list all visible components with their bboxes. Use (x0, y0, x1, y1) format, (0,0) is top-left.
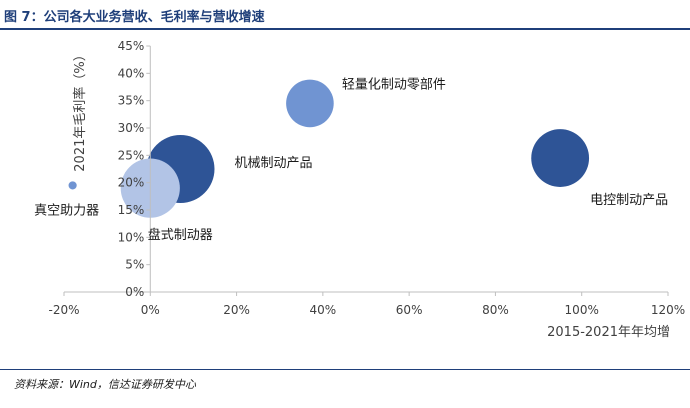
axes-layer (64, 46, 668, 293)
bubble-point (68, 181, 77, 190)
bubble-label: 电控制动产品 (590, 193, 668, 208)
x-tick-label: 60% (396, 303, 423, 317)
bubble-label: 轻量化制动零部件 (342, 77, 446, 92)
x-tick-label: 120% (651, 303, 685, 317)
y-tick-label: 10% (118, 230, 145, 244)
bubble-point (286, 79, 334, 128)
x-axis-title: 2015-2021年年均增 (547, 325, 670, 340)
y-tick-label: 5% (125, 258, 144, 272)
y-tick-label: 20% (118, 176, 145, 190)
ticks-layer: -20% 0% 20% 40% 60% 80% 100% 120% 0% 5% 10% 15% 20% 2… (48, 39, 685, 317)
y-tick-label: 0% (125, 285, 144, 299)
x-tick-label: 0% (141, 303, 160, 317)
x-tick-label: 20% (223, 303, 250, 317)
title-rule (0, 28, 690, 30)
y-tick-label: 15% (118, 203, 145, 217)
x-tick-label: -20% (48, 303, 79, 317)
bubble-point (531, 129, 590, 187)
x-tick-label: 100% (565, 303, 599, 317)
y-tick-label: 35% (118, 94, 145, 108)
bubble-chart: -20% 0% 20% 40% 60% 80% 100% 120% 0% 5% 10% 15% 20% 2… (34, 39, 685, 340)
x-tick-label: 80% (482, 303, 509, 317)
bubble-label: 真空助力器 (34, 203, 99, 218)
y-tick-label: 45% (118, 39, 145, 53)
y-axis-title: 2021年毛利率（%） (72, 48, 88, 171)
figure-title: 图 7：公司各大业务营收、毛利率与营收增速 (4, 10, 265, 25)
y-tick-label: 40% (118, 66, 145, 80)
y-tick-label: 30% (118, 121, 145, 135)
x-tick-label: 40% (310, 303, 337, 317)
bubble-label: 机械制动产品 (234, 156, 312, 171)
bubble-label: 盘式制动器 (148, 227, 213, 243)
source-note: 资料来源：Wind，信达证券研发中心 (14, 378, 196, 391)
bubbles-layer (68, 79, 590, 218)
source-rule (0, 369, 690, 370)
y-tick-label: 25% (118, 148, 145, 162)
